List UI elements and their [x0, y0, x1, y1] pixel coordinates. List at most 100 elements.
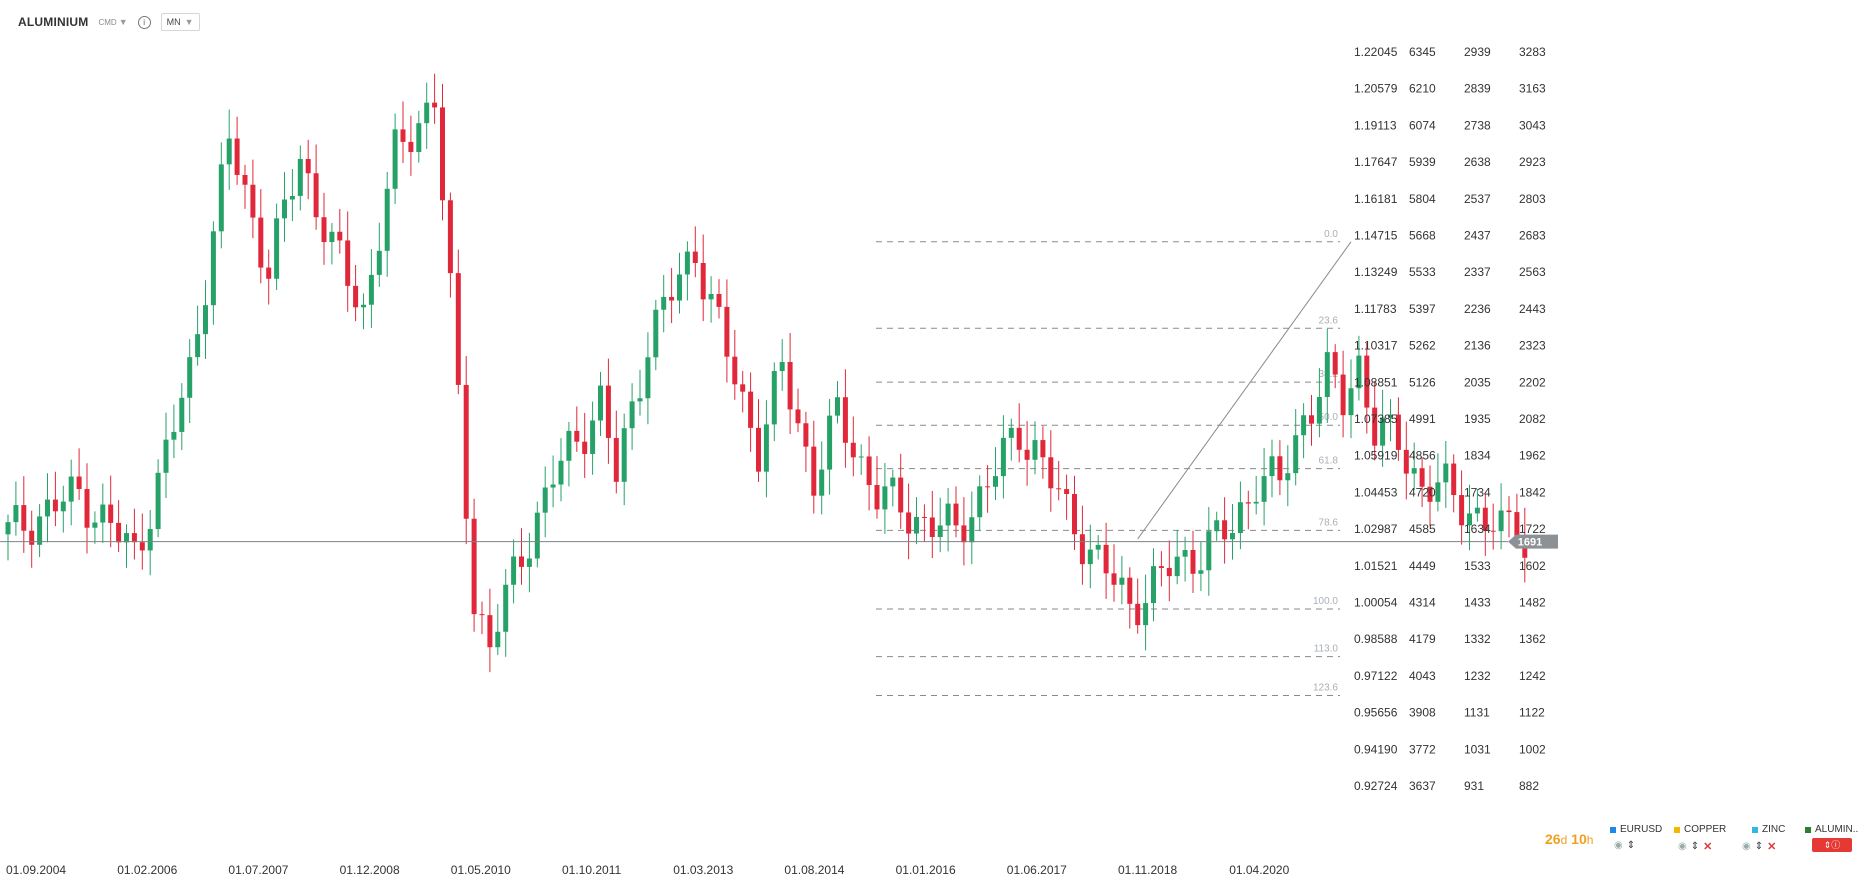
candle-body: [297, 158, 303, 196]
candle-body: [1166, 567, 1172, 577]
candle-body: [455, 273, 461, 385]
price-axis-label: 3637: [1409, 779, 1436, 793]
candle-body: [234, 138, 240, 175]
price-axis-label: 0.92724: [1354, 779, 1398, 793]
candle-body: [440, 107, 445, 201]
price-axis-label: 1.08851: [1354, 375, 1398, 389]
price-axis-label: 4856: [1409, 449, 1436, 463]
candle-body: [305, 158, 311, 174]
candle-body: [669, 296, 675, 301]
candle-body: [613, 437, 619, 482]
price-axis-label: 5804: [1409, 192, 1436, 206]
candle-body: [1253, 501, 1259, 504]
time-axis-label: 01.03.2013: [673, 863, 733, 877]
sort-arrows-icon[interactable]: ⇕: [1626, 840, 1636, 851]
candle-body: [740, 384, 746, 392]
candle-body: [495, 631, 501, 648]
trendline[interactable]: [1137, 241, 1352, 540]
fib-level-label: 78.6: [1319, 517, 1339, 528]
candle-body: [993, 476, 998, 487]
legend-controls-eurusd: ◉ ⇕: [1614, 840, 1635, 851]
candle-body: [961, 525, 967, 543]
sort-arrows-icon[interactable]: ⇕: [1690, 841, 1700, 852]
last-price-value: 1691: [1518, 537, 1542, 549]
candle-body: [266, 267, 272, 279]
candle-body: [139, 542, 145, 551]
timeframe-select[interactable]: MN ▼: [160, 13, 200, 31]
legend-item-eurusd[interactable]: EURUSD: [1610, 824, 1662, 835]
price-axis-label: 1722: [1519, 522, 1546, 536]
candle-body: [985, 486, 991, 488]
legend-swatch: [1805, 826, 1811, 833]
price-axis-label: 0.98588: [1354, 632, 1398, 646]
candle-body: [187, 357, 193, 398]
candle-body: [771, 371, 777, 425]
candle-body: [13, 505, 19, 523]
candle-body: [1380, 417, 1386, 446]
candle-body: [1356, 355, 1362, 389]
candle-body: [92, 522, 98, 528]
candle-body: [345, 240, 351, 286]
candle-body: [653, 309, 659, 358]
candle-body: [37, 516, 43, 545]
legend-item-zinc[interactable]: ZINC: [1752, 824, 1785, 835]
price-axis-label: 0.94190: [1354, 742, 1398, 756]
candle-body: [1190, 549, 1196, 574]
price-axis-label: 1602: [1519, 559, 1546, 573]
candle-body: [661, 296, 667, 310]
close-icon[interactable]: ✕: [1703, 841, 1713, 853]
active-series-toggle-button[interactable]: ⇕ⓘ: [1812, 838, 1852, 852]
trendline-segment: [1137, 241, 1352, 540]
candle-body: [274, 218, 280, 279]
close-icon[interactable]: ✕: [1767, 841, 1777, 853]
candle-body: [124, 533, 129, 543]
time-axis-label: 01.11.2018: [1118, 863, 1177, 877]
candle-body: [1490, 530, 1496, 532]
price-axis-label: 1.19113: [1354, 118, 1397, 132]
candle-body: [1016, 427, 1022, 450]
candle-body: [1340, 374, 1346, 416]
candle-body: [629, 401, 635, 429]
candle-body: [700, 262, 706, 300]
candle-body: [582, 441, 588, 454]
candle-body: [321, 217, 327, 243]
price-axis-label: 2638: [1464, 155, 1491, 169]
candle-body: [1498, 510, 1504, 532]
fib-level-label: 100.0: [1313, 596, 1338, 607]
candle-body: [400, 129, 406, 142]
price-axis-label: 1232: [1464, 669, 1491, 683]
price-axis-label: 5939: [1409, 155, 1436, 169]
time-axis-label: 01.12.2008: [340, 863, 400, 877]
fib-level-label: 50.0: [1319, 412, 1339, 423]
sort-arrows-icon[interactable]: ⇕: [1754, 841, 1764, 852]
candle-body: [1032, 440, 1038, 460]
legend-item-aluminium[interactable]: ALUMIN..: [1805, 824, 1858, 835]
candle-body: [29, 530, 35, 545]
price-axis-label: 5533: [1409, 265, 1436, 279]
candle-body: [590, 420, 596, 454]
price-axis-label: 0.97122: [1354, 669, 1398, 683]
time-axis-label: 01.09.2004: [6, 863, 66, 877]
candle-body: [218, 164, 224, 232]
price-axis-label: 1122: [1519, 706, 1545, 720]
price-axis-label: 1.07385: [1354, 412, 1398, 426]
candle-body: [1103, 544, 1109, 574]
time-axis: 01.09.2004 01.02.2006 01.07.2007 01.12.2008…: [6, 863, 1290, 877]
candle-body: [1514, 512, 1520, 537]
timeframe-value: MN: [166, 17, 181, 27]
eye-icon[interactable]: ◉: [1678, 841, 1687, 852]
info-icon[interactable]: i: [137, 15, 151, 29]
eye-icon[interactable]: ◉: [1614, 840, 1623, 851]
eye-icon[interactable]: ◉: [1742, 841, 1751, 852]
candle-body: [795, 409, 801, 424]
candle-body: [84, 489, 90, 528]
chevron-down-icon[interactable]: ▼: [118, 17, 128, 27]
candle-body: [732, 356, 738, 385]
fib-level-label: 113.0: [1314, 644, 1339, 655]
candle-body: [1372, 407, 1378, 446]
candle-body: [52, 499, 58, 512]
candle-body: [1198, 570, 1204, 574]
price-axis-label: 6074: [1409, 118, 1436, 132]
legend-item-copper[interactable]: COPPER: [1674, 824, 1726, 835]
